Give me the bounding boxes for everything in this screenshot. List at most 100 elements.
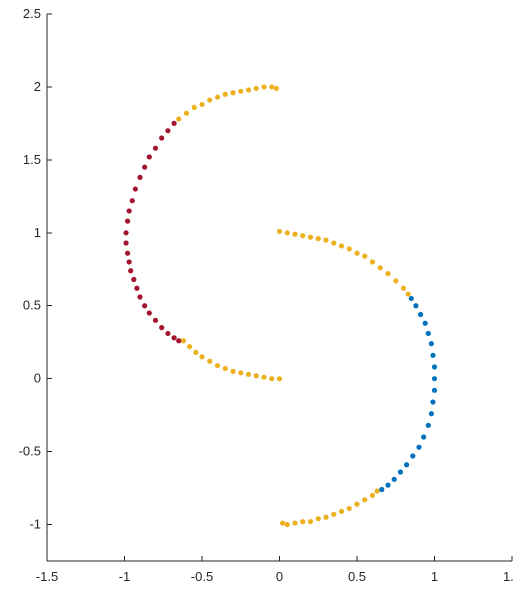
- scatter-point: [315, 516, 321, 522]
- scatter-point: [134, 285, 140, 291]
- scatter-point: [245, 371, 252, 377]
- scatter-point: [137, 174, 143, 180]
- scatter-point: [428, 341, 434, 347]
- scatter-point: [428, 411, 434, 417]
- scatter-point: [245, 87, 252, 93]
- scatter-point: [379, 486, 385, 493]
- scatter-point: [176, 116, 182, 122]
- scatter-point: [292, 231, 298, 237]
- scatter-point: [214, 362, 221, 369]
- scatter-point: [354, 501, 360, 507]
- scatter-point: [261, 84, 267, 90]
- x-tick-label: 1: [431, 569, 438, 584]
- scatter-point: [410, 453, 416, 459]
- scatter-point: [146, 154, 152, 160]
- scatter-point: [222, 91, 228, 97]
- scatter-point: [199, 101, 205, 108]
- scatter-point: [362, 253, 368, 259]
- scatter-point: [132, 186, 138, 192]
- scatter-point: [126, 259, 132, 265]
- scatter-point: [346, 246, 352, 252]
- scatter-point: [431, 364, 438, 370]
- x-tick-label: 1.5: [503, 569, 514, 584]
- scatter-point: [142, 164, 148, 170]
- scatter-point: [284, 230, 290, 236]
- scatter-point: [374, 488, 380, 494]
- scatter-point: [323, 514, 329, 520]
- scatter-point: [183, 110, 190, 116]
- scatter-point: [331, 511, 337, 517]
- scatter-point: [269, 376, 275, 382]
- scatter-point: [273, 85, 279, 91]
- scatter-point: [193, 349, 199, 356]
- scatter-point: [159, 325, 165, 331]
- scatter-point: [152, 145, 159, 151]
- scatter-point: [315, 236, 321, 242]
- scatter-point: [413, 303, 419, 309]
- series-1: [123, 120, 182, 344]
- scatter-point: [230, 368, 236, 374]
- scatter-point: [405, 291, 411, 297]
- scatter-point: [404, 462, 410, 468]
- scatter-point: [176, 338, 182, 344]
- scatter-point: [253, 373, 259, 379]
- scatter-point: [214, 94, 221, 100]
- scatter-point: [391, 476, 397, 482]
- scatter-point: [165, 330, 171, 337]
- scatter-point: [123, 230, 129, 236]
- scatter-point: [137, 294, 143, 300]
- scatter-point: [187, 343, 193, 350]
- scatter-point: [430, 399, 436, 405]
- scatter-point: [292, 520, 298, 526]
- scatter-point: [307, 519, 314, 525]
- scatter-point: [421, 434, 427, 440]
- scatter-point: [400, 285, 407, 291]
- x-tick-label: 0: [276, 569, 283, 584]
- scatter-point: [354, 250, 360, 256]
- scatter-point: [129, 198, 135, 204]
- scatter-point: [385, 271, 391, 277]
- x-tick-label: -1: [119, 569, 131, 584]
- scatter-point: [385, 482, 391, 488]
- scatter-point: [300, 233, 306, 239]
- data-points: [123, 84, 438, 528]
- scatter-point: [171, 335, 177, 341]
- scatter-point: [238, 370, 244, 376]
- scatter-point: [417, 311, 424, 318]
- scatter-point: [369, 492, 376, 498]
- scatter-point: [171, 120, 177, 126]
- series-2: [379, 295, 438, 493]
- scatter-point: [230, 90, 236, 96]
- y-tick-label: -0.5: [19, 444, 41, 459]
- scatter-point: [276, 228, 283, 234]
- x-tick-label: 0.5: [348, 569, 366, 584]
- scatter-point: [180, 338, 186, 344]
- scatter-point: [238, 88, 244, 94]
- x-tick-label: -1.5: [36, 569, 58, 584]
- scatter-point: [393, 278, 399, 284]
- scatter-point: [307, 234, 314, 240]
- y-tick-label: 2: [34, 79, 41, 94]
- scatter-point: [284, 521, 290, 528]
- scatter-point: [142, 303, 148, 309]
- scatter-point: [323, 237, 329, 243]
- scatter-point: [425, 422, 431, 428]
- scatter-point: [338, 508, 345, 515]
- scatter-point: [300, 519, 306, 525]
- scatter-point: [146, 310, 152, 316]
- y-tick-label: 1: [34, 225, 41, 240]
- scatter-point: [431, 376, 438, 382]
- scatter-point: [159, 135, 165, 141]
- y-tick-label: 0: [34, 371, 41, 386]
- scatter-point: [280, 520, 286, 526]
- scatter-point: [416, 444, 422, 450]
- scatter-point: [269, 84, 275, 90]
- y-tick-label: 2.5: [23, 6, 41, 21]
- scatter-point: [207, 358, 213, 364]
- y-tick-label: 0.5: [23, 298, 41, 313]
- scatter-point: [397, 469, 403, 475]
- scatter-point: [422, 320, 428, 326]
- scatter-point: [253, 85, 259, 91]
- scatter-point: [425, 330, 431, 337]
